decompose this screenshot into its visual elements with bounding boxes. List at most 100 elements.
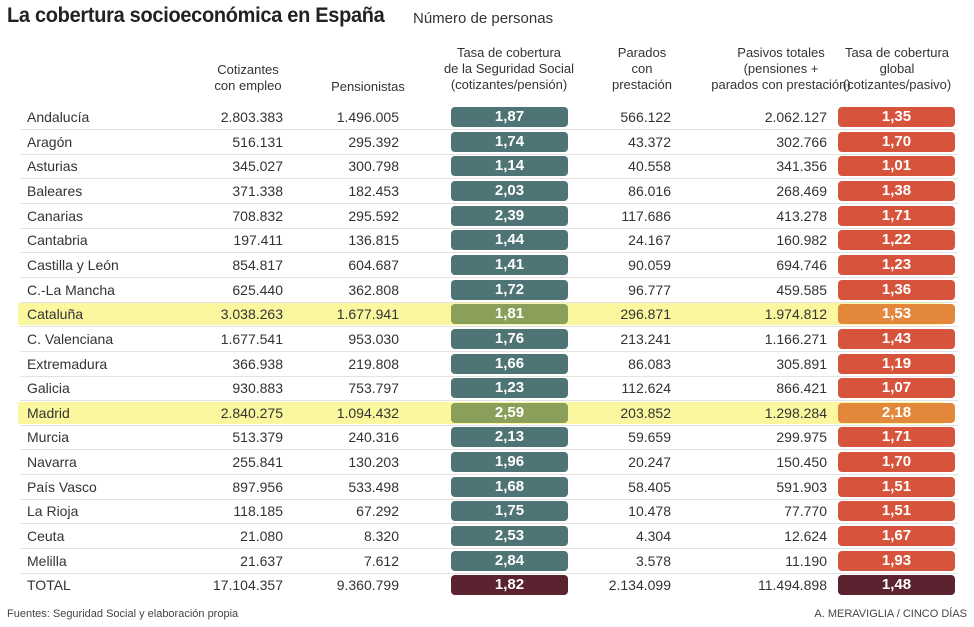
chart-title: La cobertura socioeconómica en España <box>7 4 385 27</box>
tasa-global-pill: 1,67 <box>838 526 955 547</box>
pensionistas-value: 67.292 <box>356 503 399 520</box>
column-header-parados: Parados con prestación <box>612 45 672 92</box>
pensionistas-value: 136.815 <box>348 232 399 249</box>
region-name: TOTAL <box>27 577 71 594</box>
pasivos-value: 341.356 <box>776 158 827 175</box>
parados-value: 213.241 <box>620 330 671 347</box>
tasa-global-pill: 1,01 <box>838 156 955 177</box>
table-row: Cataluña 3.038.263 1.677.941 1,81 296.871 1.9… <box>20 302 958 328</box>
tasa-ss-pill: 1,75 <box>451 501 568 522</box>
parados-value: 3.578 <box>635 552 671 569</box>
parados-value: 2.134.099 <box>608 577 671 594</box>
tasa-ss-pill: 2,84 <box>451 550 568 571</box>
parados-value: 24.167 <box>628 232 671 249</box>
tasa-ss-pill: 1,41 <box>451 254 568 275</box>
region-name: Melilla <box>27 552 67 569</box>
region-name: Canarias <box>27 207 84 224</box>
tasa-ss-pill: 1,81 <box>451 304 568 325</box>
pasivos-value: 459.585 <box>776 281 827 298</box>
pasivos-value: 1.974.812 <box>764 306 827 323</box>
pasivos-value: 591.903 <box>776 478 827 495</box>
pasivos-value: 160.982 <box>776 232 827 249</box>
table-row: Asturias 345.027 300.798 1,14 40.558 341.356 1… <box>20 154 958 180</box>
pensionistas-value: 1.094.432 <box>336 404 399 421</box>
pensionistas-value: 1.677.941 <box>336 306 399 323</box>
parados-value: 4.304 <box>635 528 671 545</box>
tasa-global-pill: 1,48 <box>838 575 955 596</box>
cotizantes-value: 2.840.275 <box>220 404 283 421</box>
tasa-global-pill: 1,51 <box>838 501 955 522</box>
pensionistas-value: 953.030 <box>348 330 399 347</box>
source-note: Fuentes: Seguridad Social y elaboración … <box>7 608 239 620</box>
pasivos-value: 1.166.271 <box>764 330 827 347</box>
cotizantes-value: 897.956 <box>232 478 283 495</box>
credit-note: A. MERAVIGLIA / CINCO DÍAS <box>814 608 967 620</box>
cotizantes-value: 21.637 <box>240 552 283 569</box>
parados-value: 566.122 <box>620 109 671 125</box>
region-name: Murcia <box>27 429 70 446</box>
pasivos-value: 305.891 <box>776 355 827 372</box>
tasa-ss-pill: 2,59 <box>451 402 568 423</box>
parados-value: 20.247 <box>628 454 671 471</box>
pasivos-value: 268.469 <box>776 182 827 199</box>
parados-value: 10.478 <box>628 503 671 520</box>
parados-value: 43.372 <box>628 133 671 150</box>
table-row: Ceuta 21.080 8.320 2,53 4.304 12.624 1,67 <box>20 524 958 550</box>
tasa-ss-pill: 1,76 <box>451 328 568 349</box>
pensionistas-value: 219.808 <box>348 355 399 372</box>
pasivos-value: 413.278 <box>776 207 827 224</box>
region-name: C.-La Mancha <box>27 281 115 298</box>
tasa-ss-pill: 1,87 <box>451 107 568 127</box>
pasivos-value: 12.624 <box>784 528 827 545</box>
tasa-global-pill: 1,51 <box>838 476 955 497</box>
cotizantes-value: 708.832 <box>232 207 283 224</box>
pensionistas-value: 7.612 <box>363 552 399 569</box>
cotizantes-value: 2.803.383 <box>220 109 283 125</box>
parados-value: 86.083 <box>628 355 671 372</box>
pasivos-value: 11.190 <box>785 552 827 569</box>
tasa-global-pill: 1,53 <box>838 304 955 325</box>
parados-value: 203.852 <box>620 404 671 421</box>
pensionistas-value: 182.453 <box>348 182 399 199</box>
table-row: Canarias 708.832 295.592 2,39 117.686 413.278… <box>20 204 958 229</box>
pensionistas-value: 8.320 <box>363 528 399 545</box>
parados-value: 90.059 <box>628 256 671 273</box>
chart-header: La cobertura socioeconómica en España <box>7 4 404 28</box>
table-row: La Rioja 118.185 67.292 1,75 10.478 77.770 1,5… <box>20 499 958 525</box>
pasivos-value: 150.450 <box>776 454 827 471</box>
pasivos-value: 299.975 <box>776 429 827 446</box>
parados-value: 112.624 <box>621 380 671 397</box>
cotizantes-value: 21.080 <box>240 528 283 545</box>
region-name: Castilla y León <box>27 256 119 273</box>
cotizantes-value: 345.027 <box>232 158 283 175</box>
region-name: Extremadura <box>27 355 108 372</box>
region-name: Madrid <box>27 404 70 421</box>
table-row: Melilla 21.637 7.612 2,84 3.578 11.190 1,93 <box>20 549 958 574</box>
region-name: Ceuta <box>27 528 65 545</box>
region-name: Baleares <box>27 182 83 199</box>
tasa-ss-pill: 1,66 <box>451 353 568 374</box>
parados-value: 296.871 <box>620 306 671 323</box>
cotizantes-value: 197.411 <box>233 232 283 249</box>
region-name: Cantabria <box>27 232 88 249</box>
pasivos-value: 77.770 <box>784 503 827 520</box>
pensionistas-value: 604.687 <box>348 256 399 273</box>
tasa-global-pill: 1,19 <box>838 353 955 374</box>
tasa-ss-pill: 1,68 <box>451 476 568 497</box>
pasivos-value: 2.062.127 <box>764 109 827 125</box>
column-header-tasa-ss: Tasa de cobertura de la Seguridad Social(… <box>443 45 575 92</box>
table-row: Aragón 516.131 295.392 1,74 43.372 302.766 1,7… <box>20 130 958 155</box>
cotizantes-value: 371.338 <box>232 182 283 199</box>
tasa-global-pill: 1,38 <box>838 180 955 201</box>
table-row: Navarra 255.841 130.203 1,96 20.247 150.450 1,… <box>20 450 958 476</box>
pasivos-value: 302.766 <box>776 133 827 150</box>
column-header-tasa-global: Tasa de cobertura global (cotizantes/pasiv… <box>842 45 952 92</box>
table-row: Galicia 930.883 753.797 1,23 112.624 866.421 1… <box>20 376 958 402</box>
cotizantes-value: 17.104.357 <box>212 577 283 594</box>
cotizantes-value: 118.185 <box>233 503 283 520</box>
tasa-global-pill: 1,07 <box>838 378 955 399</box>
parados-value: 86.016 <box>628 182 671 199</box>
tasa-global-pill: 1,70 <box>838 131 955 152</box>
tasa-global-pill: 1,22 <box>838 230 955 251</box>
pasivos-value: 1.298.284 <box>764 404 827 421</box>
